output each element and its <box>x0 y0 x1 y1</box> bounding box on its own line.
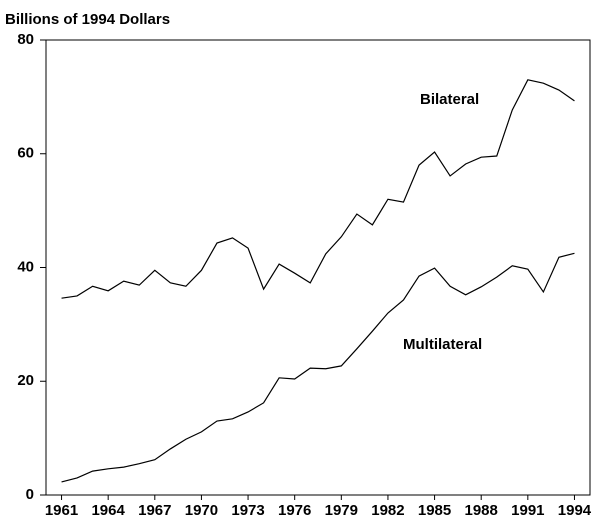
x-tick-label: 1973 <box>231 502 264 519</box>
y-tick-label: 60 <box>17 145 34 162</box>
series-label: Multilateral <box>403 336 482 353</box>
x-tick-label: 1976 <box>278 502 311 519</box>
chart-title: Billions of 1994 Dollars <box>5 11 170 28</box>
x-tick-label: 1979 <box>325 502 358 519</box>
series-line <box>61 79 575 299</box>
x-tick-label: 1982 <box>371 502 404 519</box>
series-line <box>61 252 575 483</box>
y-tick-label: 0 <box>26 486 34 503</box>
x-tick-label: 1970 <box>185 502 218 519</box>
x-tick-label: 1961 <box>45 502 78 519</box>
y-tick-label: 40 <box>17 258 34 275</box>
x-tick-label: 1985 <box>418 502 451 519</box>
x-tick-label: 1964 <box>91 502 125 519</box>
x-tick-label: 1988 <box>465 502 498 519</box>
x-tick-label: 1991 <box>511 502 544 519</box>
y-tick-label: 80 <box>17 31 34 48</box>
x-tick-label: 1994 <box>558 502 592 519</box>
y-tick-label: 20 <box>17 372 34 389</box>
series-label: Bilateral <box>420 91 479 108</box>
x-tick-label: 1967 <box>138 502 171 519</box>
